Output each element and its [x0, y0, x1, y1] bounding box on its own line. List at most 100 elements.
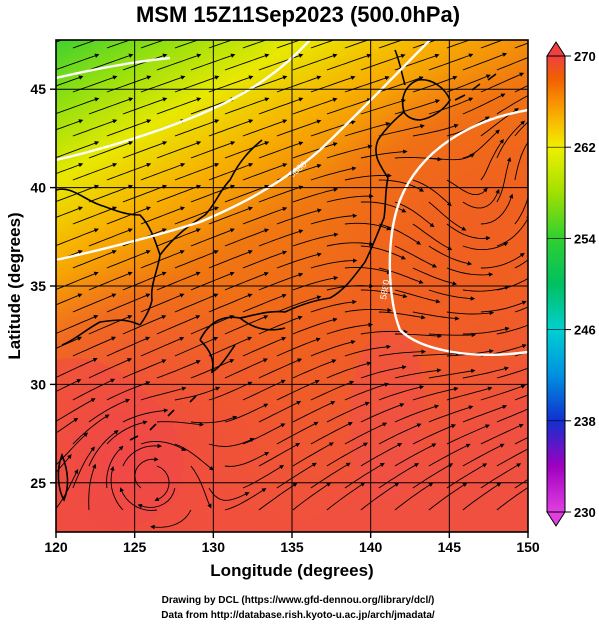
streamline	[292, 359, 337, 379]
streamline	[56, 141, 100, 159]
streamlines	[56, 40, 545, 530]
streamline	[394, 99, 441, 115]
streamline	[88, 97, 134, 115]
streamline	[258, 272, 304, 291]
streamline	[140, 386, 187, 401]
streamline	[412, 223, 453, 251]
streamline	[480, 252, 525, 269]
streamline	[480, 138, 504, 181]
streamline	[292, 317, 338, 335]
streamline	[292, 187, 339, 203]
x-tick-label: 145	[438, 539, 462, 555]
streamline	[224, 488, 267, 511]
streamline	[310, 213, 358, 225]
streamline	[292, 401, 336, 423]
streamline	[208, 162, 254, 181]
streamline	[514, 136, 528, 181]
streamline	[72, 336, 117, 357]
x-tick-label: 120	[44, 539, 68, 555]
streamline	[276, 337, 321, 357]
streamline	[428, 245, 473, 266]
streamline	[326, 193, 374, 203]
streamline	[292, 275, 339, 291]
streamline	[72, 414, 110, 445]
streamline	[360, 149, 408, 159]
x-axis-label: Longitude (degrees)	[210, 561, 373, 580]
streamline	[56, 454, 72, 473]
streamline	[360, 443, 403, 467]
streamline	[276, 462, 317, 489]
graticule	[56, 40, 528, 532]
streamline	[122, 408, 169, 423]
colorbar-tick-label: 270	[574, 49, 596, 64]
streamline	[394, 245, 438, 268]
streamline	[140, 440, 187, 451]
streamline	[224, 315, 269, 335]
y-tick-label: 40	[30, 180, 46, 196]
streamline	[496, 95, 528, 115]
streamline	[122, 141, 168, 159]
streamline	[326, 442, 368, 467]
streamline	[106, 445, 124, 489]
streamline	[496, 156, 512, 203]
streamline	[326, 482, 366, 511]
streamline	[242, 206, 288, 225]
coast-ryukyu	[129, 395, 197, 441]
streamline	[224, 451, 270, 467]
streamline	[122, 53, 168, 71]
streamline	[190, 53, 236, 71]
streamline	[174, 250, 219, 269]
streamline	[174, 386, 221, 401]
streamline	[360, 329, 409, 335]
streamline	[326, 401, 370, 423]
streamline	[360, 99, 406, 115]
streamline	[156, 184, 202, 203]
streamline	[137, 487, 176, 509]
streamline	[462, 482, 502, 511]
streamline	[122, 184, 168, 203]
streamline	[88, 271, 133, 291]
streamline	[56, 417, 79, 434]
streamline	[276, 421, 319, 445]
streamline	[224, 358, 268, 379]
streamline	[378, 385, 425, 401]
streamline	[394, 333, 443, 339]
streamline	[378, 311, 426, 320]
streamline	[156, 271, 201, 291]
streamline	[72, 206, 118, 225]
streamline	[496, 367, 528, 379]
streamline	[258, 315, 303, 335]
streamline	[360, 403, 405, 423]
x-axis-ticks: 120 125 130 135 140 145 150	[44, 532, 540, 555]
streamline	[496, 408, 528, 423]
streamline	[190, 228, 235, 247]
streamline	[106, 381, 151, 401]
streamline	[344, 122, 391, 137]
streamline	[88, 315, 133, 335]
streamline	[462, 366, 509, 379]
map-plot-area: 5880 5880	[56, 40, 545, 532]
streamline	[412, 424, 456, 445]
warm-patch-southwest	[56, 358, 184, 532]
coast-shikoku	[239, 317, 286, 331]
streamline	[462, 242, 509, 251]
streamline	[412, 463, 454, 489]
streamline	[156, 360, 201, 379]
streamline	[242, 163, 288, 181]
streamline	[428, 53, 474, 71]
streamline	[72, 119, 118, 137]
streamline	[428, 201, 467, 231]
streamline	[531, 159, 545, 202]
geopotential-contours	[56, 40, 528, 356]
streamline	[224, 53, 270, 71]
streamline	[88, 463, 97, 511]
streamline	[56, 162, 84, 175]
streamline	[242, 293, 287, 313]
streamline	[462, 52, 508, 71]
streamline	[156, 315, 201, 335]
coast-russia	[159, 139, 263, 256]
colorbar-tick-label: 262	[574, 140, 596, 155]
streamline	[462, 404, 508, 423]
streamline	[56, 336, 83, 349]
streamline	[394, 404, 440, 423]
